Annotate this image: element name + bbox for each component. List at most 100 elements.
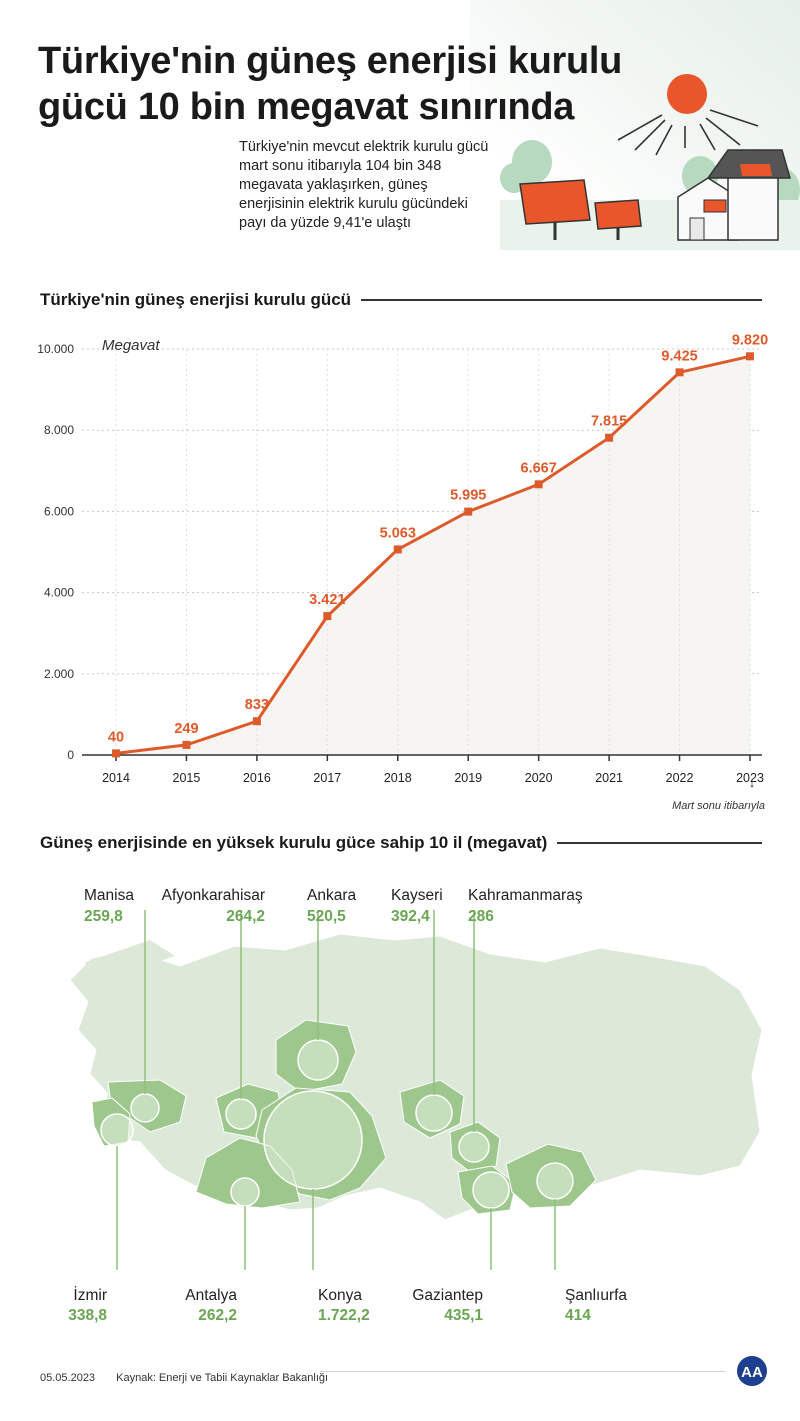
- data-value-label: 9.820: [732, 332, 768, 348]
- data-point: [746, 352, 754, 361]
- x-tick-label: 2017: [313, 771, 341, 785]
- province-value: 264,2: [226, 908, 265, 925]
- province-markers: Manisa 259,8 Afyonkarahisar 264,2 Ankara 520,…: [68, 887, 627, 1324]
- province-bubble: [536, 1162, 574, 1200]
- province-marker-2: Afyonkarahisar 264,2: [162, 887, 265, 1130]
- province-value: 414: [565, 1307, 591, 1324]
- svg-text:AA: AA: [741, 1364, 763, 1381]
- province-marker-4: Kayseri 392,4: [391, 887, 453, 1132]
- data-point: [605, 433, 614, 442]
- footer-date: 05.05.2023: [40, 1372, 96, 1384]
- province-name: Şanlıurfa: [565, 1287, 627, 1304]
- province-marker-7: Antalya 262,2: [185, 1177, 260, 1324]
- data-value-label: 6.667: [521, 460, 557, 476]
- province-marker-8: Konya 1.722,2: [263, 1090, 370, 1324]
- x-tick-label: 2018: [384, 771, 412, 785]
- data-value-label: 40: [108, 729, 124, 745]
- line-chart-title: Türkiye'nin güneş enerjisi kurulu gücü: [40, 290, 352, 309]
- province-name: Manisa: [84, 887, 134, 904]
- line-area-fill: [116, 356, 750, 755]
- x-tick-label: 2014: [102, 771, 130, 785]
- y-tick-label: 6.000: [44, 504, 74, 518]
- map-chart-header: Güneş enerjisinde en yüksek kurulu güce …: [40, 833, 762, 853]
- data-value-label: 833: [245, 697, 269, 713]
- intro-text: Türkiye'nin mevcut elektrik kurulu gücü …: [239, 139, 489, 231]
- province-value: 1.722,2: [318, 1307, 370, 1324]
- data-point: [393, 545, 402, 554]
- data-point: [534, 480, 543, 489]
- data-value-label: 3.421: [309, 592, 345, 608]
- data-value-label: 249: [174, 721, 198, 737]
- x-tick-labels: 2014 2015 2016 2017 2018 2019 2020 2021 2022 2023: [102, 771, 764, 785]
- data-value-labels: 40 249 833 3.421 5.063 5.995 6.667 7.815 9.425 9.…: [108, 332, 768, 745]
- province-name: Gaziantep: [412, 1287, 483, 1304]
- data-point: [252, 717, 261, 726]
- province-marker-5: Kahramanmaraş 286: [458, 887, 583, 1163]
- line-chart: 0 2.000 4.000 6.000 8.000 10.000 Megavat 40 24…: [37, 332, 768, 812]
- province-bubble: [458, 1131, 490, 1163]
- x-tick-label: 2022: [666, 771, 694, 785]
- y-tick-label: 2.000: [44, 667, 74, 681]
- province-name: Kayseri: [391, 887, 443, 904]
- province-marker-6: İzmir 338,8: [68, 1113, 134, 1324]
- data-value-label: 9.425: [661, 348, 697, 364]
- province-bubble: [415, 1094, 453, 1132]
- province-name: İzmir: [73, 1286, 107, 1304]
- province-marker-3: Ankara 520,5: [297, 887, 356, 1081]
- x-axis-ticks: [115, 349, 751, 761]
- map-chart-title-rule: [557, 842, 762, 844]
- y-tick-label: 4.000: [44, 586, 74, 600]
- line-chart-header: Türkiye'nin güneş enerjisi kurulu gücü: [40, 290, 762, 310]
- province-value: 392,4: [391, 908, 430, 925]
- series-line: [115, 354, 751, 755]
- province-marker-1: Manisa 259,8: [84, 887, 160, 1123]
- province-name: Antalya: [185, 1287, 237, 1304]
- province-name: Konya: [318, 1287, 362, 1304]
- province-bubble: [225, 1098, 257, 1130]
- line-chart-title-rule: [361, 299, 762, 301]
- province-name: Afyonkarahisar: [162, 887, 265, 904]
- solar-panel-large-icon: [519, 179, 591, 240]
- footer-source: Kaynak: Enerji ve Tabii Kaynaklar Bakanl…: [116, 1372, 329, 1384]
- y-tick-label: 0: [67, 748, 74, 762]
- sun-icon: [667, 74, 707, 114]
- data-point: [464, 507, 473, 516]
- y-tick-label: 8.000: [44, 423, 74, 437]
- province-name: Kahramanmaraş: [468, 887, 583, 904]
- province-value: 262,2: [198, 1307, 237, 1324]
- data-point: [323, 612, 332, 621]
- y-axis-unit: Megavat: [102, 337, 160, 354]
- province-bubble: [230, 1177, 260, 1207]
- province-marker-10: Şanlıurfa 414: [536, 1162, 627, 1324]
- solar-panel-small-icon: [594, 199, 642, 240]
- province-value: 338,8: [68, 1307, 107, 1324]
- province-bubble: [297, 1039, 339, 1081]
- data-value-label: 7.815: [591, 414, 627, 430]
- province-bubble: [263, 1090, 363, 1190]
- data-point: [112, 749, 120, 758]
- house-icon: [677, 149, 791, 241]
- x-tick-label: 2019: [454, 771, 482, 785]
- x-tick-label: 2023: [736, 771, 764, 785]
- note-arrow-icon: ↓: [749, 775, 756, 790]
- province-value: 286: [468, 908, 494, 925]
- data-point: [182, 740, 191, 749]
- province-name: Ankara: [307, 887, 356, 904]
- page-title: Türkiye'nin güneş enerjisi kurulu gücü 1…: [38, 40, 623, 128]
- data-point: [675, 368, 684, 377]
- y-tick-labels: 0 2.000 4.000 6.000 8.000 10.000: [37, 342, 74, 762]
- province-map: Manisa 259,8 Afyonkarahisar 264,2 Ankara 520,…: [0, 870, 800, 1340]
- province-bubble: [100, 1113, 134, 1147]
- data-value-label: 5.995: [450, 488, 486, 504]
- aa-logo: AA: [737, 1356, 767, 1386]
- sun-ray-arrows-icon: [617, 109, 759, 156]
- province-value: 520,5: [307, 908, 346, 925]
- province-marker-9: Gaziantep 435,1: [412, 1171, 510, 1324]
- y-tick-label: 10.000: [37, 342, 74, 356]
- chart-note: Mart sonu itibarıyla: [672, 800, 765, 812]
- x-tick-label: 2015: [173, 771, 201, 785]
- thrace-shape: [82, 940, 175, 980]
- province-value: 259,8: [84, 908, 123, 925]
- data-points: [112, 352, 754, 758]
- province-value: 435,1: [444, 1307, 483, 1324]
